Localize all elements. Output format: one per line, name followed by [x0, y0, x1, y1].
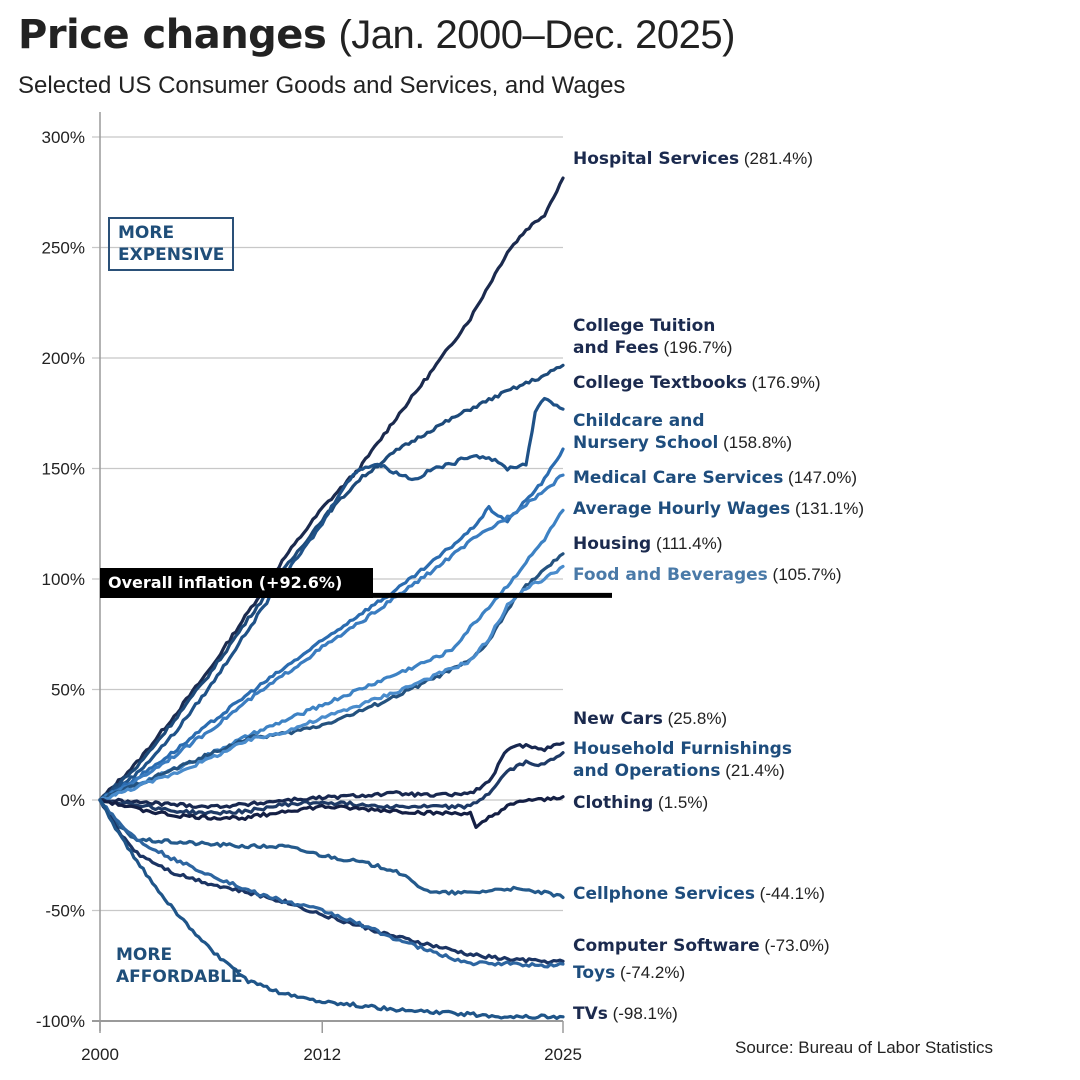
series-value: (131.1%): [790, 499, 864, 518]
series-label: Clothing (1.5%): [573, 793, 708, 813]
series-name: Computer Software: [573, 936, 760, 956]
series-label: Cellphone Services (-44.1%): [573, 884, 825, 904]
series-line-clothing: [98, 795, 565, 830]
series-label: Food and Beverages (105.7%): [573, 565, 842, 585]
series-line-childcare-and-nursery-school: [98, 447, 565, 802]
y-tick-label: 150%: [42, 460, 85, 479]
y-tick-label: -50%: [45, 902, 85, 921]
series-label: Medical Care Services (147.0%): [573, 468, 857, 488]
y-tick-label: 100%: [42, 570, 85, 589]
series-line-tvs: [98, 798, 565, 1021]
series-name: Clothing: [573, 793, 653, 813]
series-label: Childcare and: [573, 411, 705, 431]
series-value: (-44.1%): [755, 884, 825, 903]
x-tick-label: 2000: [81, 1045, 119, 1064]
series-labels: Hospital Services (281.4%) College Tuitio…: [573, 149, 864, 1024]
series-name: Household Furnishings: [573, 739, 792, 759]
series-name: Cellphone Services: [573, 884, 755, 904]
series-value: (105.7%): [768, 565, 842, 584]
series-label: Average Hourly Wages (131.1%): [573, 499, 864, 519]
series-value: (176.9%): [747, 373, 821, 392]
series-label: TVs (-98.1%): [573, 1004, 678, 1024]
x-tick-label: 2012: [303, 1045, 341, 1064]
series-label: and Operations (21.4%): [573, 761, 785, 781]
series-name: Food and Beverages: [573, 565, 768, 585]
series-value: (25.8%): [663, 709, 727, 728]
series-name: College Tuition: [573, 316, 715, 336]
inflation-label: Overall inflation (+92.6%): [100, 568, 373, 598]
title-bold: Price changes: [18, 12, 327, 58]
series-value: (196.7%): [659, 338, 733, 357]
series-label: College Textbooks (176.9%): [573, 373, 821, 393]
series-line-medical-care-services: [98, 473, 565, 802]
series-line-college-textbooks: [98, 396, 565, 802]
series-line-new-cars: [98, 741, 565, 810]
series-line-cellphone-services: [98, 798, 565, 900]
series-line-hospital-services: [98, 176, 565, 802]
series-lines: [98, 176, 565, 1021]
series-name: and Operations: [573, 761, 721, 781]
series-label: Toys (-74.2%): [573, 963, 685, 983]
series-value: (-73.0%): [760, 936, 830, 955]
series-label: New Cars (25.8%): [573, 709, 727, 729]
series-value: (158.8%): [718, 433, 792, 452]
series-label: and Fees (196.7%): [573, 338, 732, 358]
series-line-food-and-beverages: [98, 564, 565, 802]
series-label: Household Furnishings: [573, 739, 792, 759]
series-name: Average Hourly Wages: [573, 499, 790, 519]
chart-subtitle: Selected US Consumer Goods and Services,…: [18, 72, 626, 99]
source-note: Source: Bureau of Labor Statistics: [735, 1038, 993, 1057]
more-affordable-line1: MORE: [116, 945, 173, 965]
more-expensive-callout: MORE EXPENSIVE: [108, 217, 235, 271]
series-label: Nursery School (158.8%): [573, 433, 792, 453]
series-name: Medical Care Services: [573, 468, 783, 488]
more-affordable-callout: MORE AFFORDABLE: [116, 944, 243, 988]
series-value: (147.0%): [783, 468, 857, 487]
more-expensive-line1: MORE: [118, 223, 175, 243]
series-line-toys: [98, 798, 565, 969]
y-tick-label: 0%: [60, 791, 85, 810]
series-value: (-98.1%): [608, 1004, 678, 1023]
y-tick-label: 200%: [42, 349, 85, 368]
series-line-household-furnishings-and-operations: [98, 751, 565, 816]
y-tick-label: 250%: [42, 239, 85, 258]
series-name: Housing: [573, 534, 651, 554]
series-name: Toys: [573, 963, 615, 983]
series-value: (21.4%): [721, 761, 785, 780]
more-expensive-line2: EXPENSIVE: [118, 245, 225, 265]
y-tick-label: 50%: [51, 681, 85, 700]
more-affordable-line2: AFFORDABLE: [116, 967, 243, 987]
series-line-computer-software: [98, 798, 565, 965]
y-tick-label: -100%: [36, 1012, 85, 1031]
title-date-range: (Jan. 2000–Dec. 2025): [338, 13, 735, 57]
x-tick-label: 2025: [544, 1045, 582, 1064]
series-label: Housing (111.4%): [573, 534, 722, 554]
series-name: and Fees: [573, 338, 659, 358]
series-name: New Cars: [573, 709, 663, 729]
series-label: Computer Software (-73.0%): [573, 936, 830, 956]
series-name: Nursery School: [573, 433, 718, 453]
series-name: College Textbooks: [573, 373, 747, 393]
series-name: Childcare and: [573, 411, 705, 431]
series-label: College Tuition: [573, 316, 715, 336]
chart-title: Price changes (Jan. 2000–Dec. 2025): [18, 12, 735, 58]
series-value: (111.4%): [651, 534, 722, 553]
series-name: Hospital Services: [573, 149, 739, 169]
series-value: (-74.2%): [615, 963, 685, 982]
series-name: TVs: [573, 1004, 608, 1024]
series-value: (1.5%): [653, 793, 708, 812]
series-line-college-tuition-and-fees: [98, 363, 565, 802]
series-value: (281.4%): [739, 149, 813, 168]
series-label: Hospital Services (281.4%): [573, 149, 813, 169]
y-tick-label: 300%: [42, 128, 85, 147]
